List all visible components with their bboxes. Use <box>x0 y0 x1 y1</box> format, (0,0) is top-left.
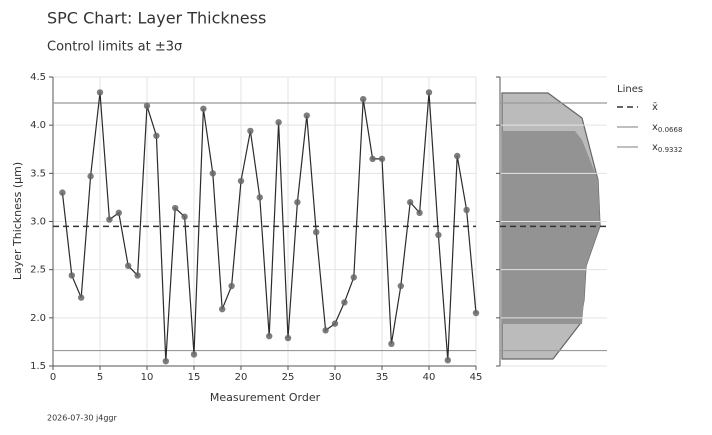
point <box>125 262 132 270</box>
point <box>134 272 141 279</box>
legend-subscript: 0.0668 <box>658 126 683 134</box>
point <box>275 119 282 126</box>
y-tick-label: 2.0 <box>30 313 46 324</box>
legend-title: Lines <box>617 84 643 95</box>
legend-name: x <box>652 122 658 133</box>
x-tick-label: 5 <box>97 372 103 383</box>
point <box>237 177 245 185</box>
legend-name: x̄ <box>652 102 658 113</box>
y-tick-label: 4.0 <box>30 120 46 131</box>
point <box>322 327 329 334</box>
x-tick-label: 15 <box>188 372 201 383</box>
y-tick-label: 3.5 <box>30 168 46 179</box>
point <box>303 112 310 119</box>
point <box>444 357 451 364</box>
point <box>115 209 123 217</box>
point <box>78 294 85 301</box>
point <box>153 132 160 139</box>
point <box>181 213 188 220</box>
point <box>388 340 395 348</box>
point <box>143 102 151 110</box>
x-tick-label: 35 <box>376 372 389 383</box>
point <box>59 189 66 196</box>
point <box>369 155 376 163</box>
density-inner <box>502 131 600 324</box>
point <box>350 274 357 281</box>
point <box>172 204 179 212</box>
y-tick-label: 2.5 <box>30 265 46 276</box>
point <box>454 152 461 160</box>
point <box>407 199 414 206</box>
chart-subtitle: Control limits at ±3σ <box>47 40 182 55</box>
point <box>313 228 320 236</box>
x-tick-label: 25 <box>282 372 295 383</box>
legend-label: x0.0668 <box>652 122 682 134</box>
legend-subscript: 0.9332 <box>658 146 683 154</box>
point <box>416 209 423 217</box>
point <box>331 320 339 327</box>
point <box>294 199 301 206</box>
x-axis-label: Measurement Order <box>210 391 321 404</box>
point <box>228 282 235 290</box>
point <box>106 216 113 223</box>
y-tick-label: 1.5 <box>30 361 46 372</box>
point <box>256 194 263 201</box>
point <box>96 89 104 96</box>
legend-label: x̄ <box>652 102 658 113</box>
point <box>68 272 76 279</box>
x-tick-label: 20 <box>235 372 248 383</box>
point <box>341 299 348 306</box>
x-tick-label: 0 <box>50 372 56 383</box>
legend-label: x0.9332 <box>652 142 682 154</box>
point <box>266 332 273 340</box>
point <box>435 231 442 239</box>
point <box>425 89 433 96</box>
chart-title: SPC Chart: Layer Thickness <box>47 9 266 28</box>
y-axis-label: Layer Thickness (µm) <box>11 162 24 280</box>
legend-name: x <box>652 142 658 153</box>
x-tick-label: 10 <box>141 372 154 383</box>
point <box>397 282 404 290</box>
point <box>200 105 207 112</box>
point <box>463 206 470 214</box>
point <box>378 155 386 163</box>
point <box>472 309 480 317</box>
x-tick-label: 30 <box>329 372 342 383</box>
x-tick-label: 40 <box>423 372 436 383</box>
point <box>360 95 367 103</box>
point <box>162 357 169 365</box>
y-tick-label: 4.5 <box>30 72 46 83</box>
footer: 2026-07-30 j4ggr <box>47 414 118 423</box>
point <box>247 127 254 135</box>
y-tick-label: 3.0 <box>30 217 46 228</box>
point <box>209 170 216 177</box>
point <box>190 351 198 358</box>
point <box>284 334 292 342</box>
x-tick-label: 45 <box>470 372 483 383</box>
point <box>87 173 94 180</box>
point <box>219 305 226 313</box>
